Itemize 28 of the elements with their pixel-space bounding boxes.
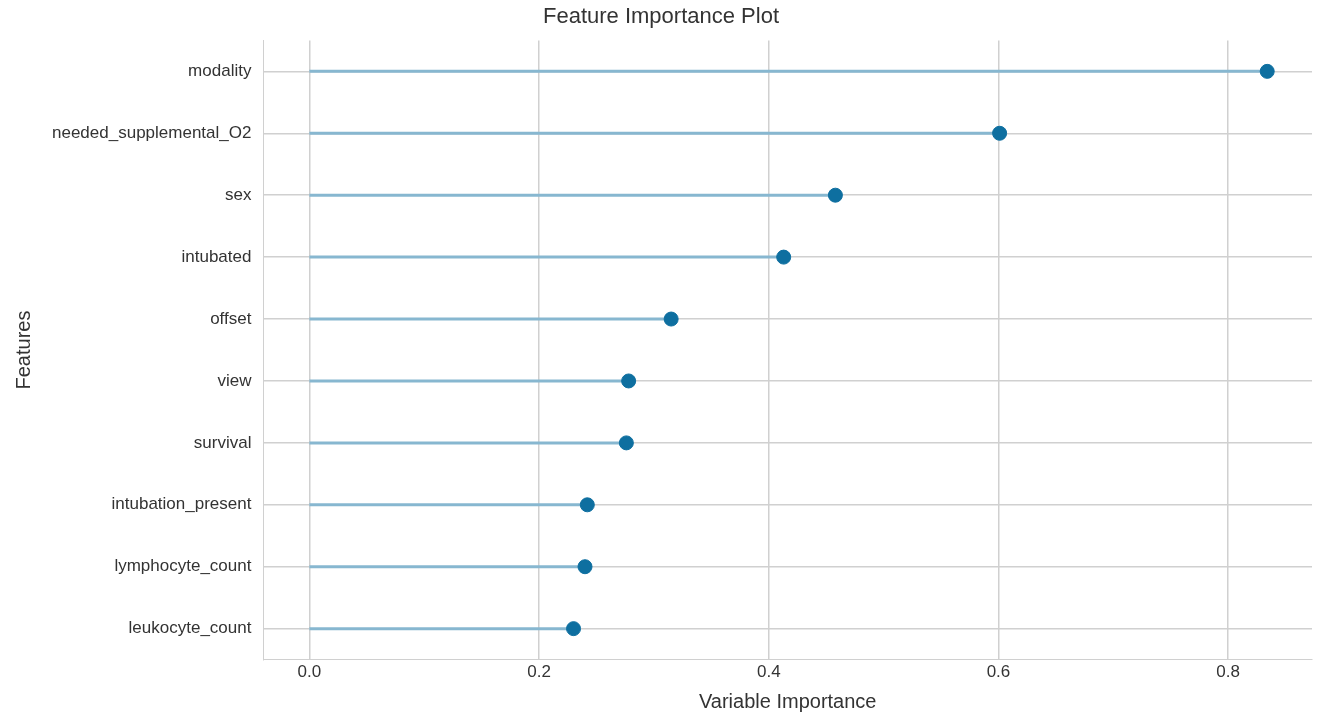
point bbox=[566, 621, 582, 637]
point bbox=[1259, 63, 1275, 79]
point bbox=[663, 311, 679, 327]
point bbox=[618, 435, 634, 451]
point bbox=[827, 187, 843, 203]
y-tick-label: intubation_present bbox=[111, 494, 252, 514]
point bbox=[621, 373, 637, 389]
x-tick-label: 0.4 bbox=[756, 662, 781, 682]
point bbox=[992, 125, 1008, 141]
point bbox=[776, 249, 792, 265]
x-tick-label: 0.2 bbox=[527, 662, 551, 682]
x-tick-label: 0.0 bbox=[297, 662, 322, 682]
y-tick-label: view bbox=[217, 370, 253, 390]
y-tick-label: lymphocyte_count bbox=[114, 556, 252, 576]
point bbox=[577, 559, 593, 575]
point bbox=[579, 497, 595, 513]
y-tick-label: offset bbox=[210, 308, 252, 328]
x-tick-label: 0.6 bbox=[986, 662, 1011, 682]
y-tick-label: survival bbox=[193, 432, 252, 452]
y-tick-label: leukocyte_count bbox=[128, 618, 252, 638]
y-tick-label: intubated bbox=[181, 246, 252, 266]
y-tick-label: modality bbox=[188, 61, 252, 81]
chart-title: Feature Importance Plot bbox=[542, 3, 780, 29]
x-axis-title: Variable Importance bbox=[698, 689, 877, 712]
y-tick-label: needed_supplemental_O2 bbox=[52, 122, 252, 142]
x-tick-label: 0.8 bbox=[1216, 662, 1240, 682]
y-tick-label: sex bbox=[224, 184, 252, 204]
y-axis-title: Features bbox=[11, 310, 34, 390]
